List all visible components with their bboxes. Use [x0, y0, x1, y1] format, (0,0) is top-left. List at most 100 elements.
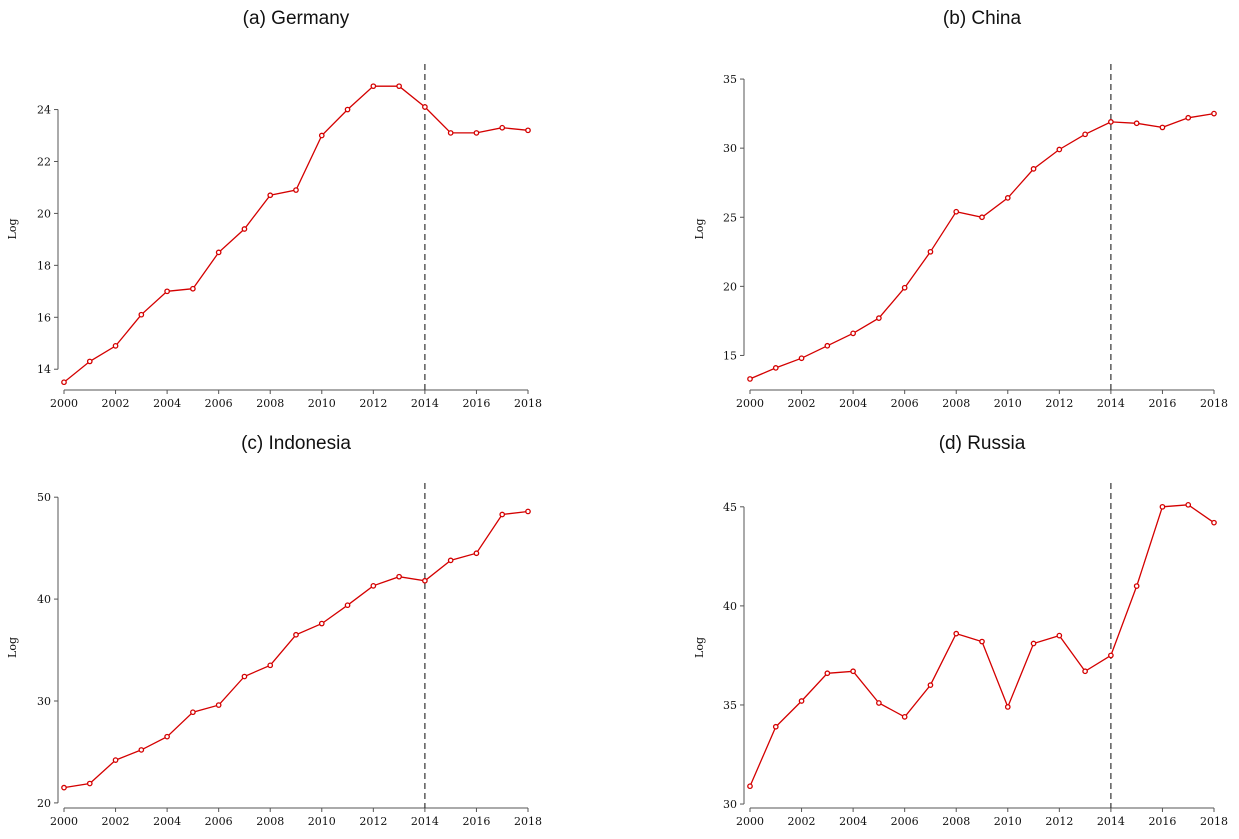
x-tick-label-indonesia: 2000 — [50, 815, 78, 828]
x-tick-label-indonesia: 2012 — [359, 815, 387, 828]
x-tick-label-china: 2004 — [839, 397, 867, 410]
x-tick-label-indonesia: 2014 — [411, 815, 439, 828]
data-point-russia-2007 — [927, 682, 934, 688]
data-point-china-2008 — [953, 208, 960, 215]
data-point-russia-2012 — [1056, 632, 1063, 639]
y-tick-label-germany: 24 — [37, 104, 51, 117]
y-tick-label-russia: 45 — [723, 501, 737, 514]
x-tick-label-russia: 2006 — [891, 815, 919, 828]
data-point-germany-2009 — [293, 187, 299, 193]
x-tick-label-germany: 2012 — [359, 397, 387, 410]
y-tick-label-china: 25 — [723, 211, 737, 224]
y-tick-label-russia: 40 — [723, 600, 737, 613]
data-point-indonesia-2004 — [164, 733, 170, 740]
y-tick-label-china: 15 — [723, 349, 737, 362]
data-point-germany-2003 — [138, 311, 145, 318]
x-tick-label-china: 2006 — [891, 397, 919, 410]
y-tick-label-indonesia: 30 — [37, 695, 51, 708]
data-point-china-2005 — [876, 315, 882, 321]
data-point-indonesia-2003 — [138, 747, 145, 753]
data-point-indonesia-2011 — [344, 602, 351, 609]
x-tick-label-russia: 2004 — [839, 815, 867, 828]
data-point-russia-2006 — [901, 714, 908, 720]
data-point-indonesia-2008 — [267, 662, 274, 669]
y-tick-label-indonesia: 40 — [37, 593, 51, 606]
data-point-china-2017 — [1185, 114, 1192, 121]
x-tick-label-indonesia: 2004 — [153, 815, 181, 828]
chart-title-china: (b) China — [942, 8, 1022, 29]
data-point-germany-2017 — [499, 124, 506, 131]
data-point-germany-2018 — [525, 127, 531, 134]
data-point-germany-2007 — [241, 226, 248, 232]
x-tick-label-russia: 2002 — [788, 815, 816, 828]
x-tick-label-germany: 2002 — [102, 397, 130, 410]
chart-title-indonesia: (c) Indonesia — [241, 433, 351, 454]
y-tick-label-russia: 30 — [723, 798, 737, 811]
y-tick-label-indonesia: 50 — [37, 491, 51, 504]
data-point-russia-2001 — [772, 723, 779, 730]
data-point-russia-2015 — [1133, 583, 1140, 589]
data-point-germany-2002 — [112, 343, 119, 349]
data-point-germany-2008 — [267, 192, 274, 199]
series-line-germany — [63, 85, 529, 383]
data-point-china-2015 — [1133, 120, 1140, 127]
data-point-germany-2010 — [318, 132, 325, 139]
data-point-indonesia-2000 — [61, 784, 67, 791]
data-point-germany-2004 — [164, 288, 170, 295]
data-point-indonesia-2006 — [215, 702, 222, 708]
x-tick-label-russia: 2018 — [1200, 815, 1228, 828]
chart-germany: 2000 2002 2004 2006 2008 2010 2012 2014 2016 2018… — [6, 64, 542, 410]
y-axis-label-china: Log — [693, 219, 706, 240]
data-point-indonesia-2002 — [112, 757, 119, 763]
x-tick-label-indonesia: 2010 — [308, 815, 336, 828]
chart-indonesia: 2000 2002 2004 2006 2008 2010 2012 2014 2016 2018… — [6, 483, 542, 828]
x-tick-label-russia: 2008 — [942, 815, 970, 828]
data-point-russia-2003 — [824, 670, 831, 677]
x-tick-label-china: 2012 — [1045, 397, 1073, 410]
data-point-indonesia-2012 — [370, 582, 377, 589]
data-point-germany-2014 — [422, 104, 428, 110]
data-point-indonesia-2014 — [422, 577, 428, 584]
x-tick-label-russia: 2010 — [994, 815, 1022, 828]
data-point-indonesia-2016 — [473, 550, 480, 557]
data-point-china-2004 — [850, 330, 856, 337]
data-point-china-2014 — [1108, 119, 1114, 125]
data-point-china-2006 — [901, 284, 908, 291]
x-tick-label-china: 2014 — [1097, 397, 1125, 410]
data-point-china-2013 — [1082, 131, 1088, 138]
data-point-germany-2006 — [215, 249, 222, 256]
data-point-china-2001 — [772, 365, 779, 371]
y-tick-label-china: 20 — [723, 280, 737, 293]
data-point-russia-2000 — [747, 783, 753, 790]
data-point-china-2009 — [979, 214, 985, 221]
series-line-russia — [749, 504, 1215, 787]
data-point-russia-2016 — [1159, 503, 1166, 510]
y-tick-label-china: 35 — [723, 73, 737, 86]
x-tick-label-russia: 2014 — [1097, 815, 1125, 828]
series-line-indonesia — [63, 510, 529, 789]
data-point-russia-2010 — [1004, 704, 1011, 710]
data-point-china-2007 — [927, 248, 934, 255]
x-tick-label-germany: 2014 — [411, 397, 439, 410]
data-point-russia-2018 — [1211, 519, 1217, 526]
data-point-indonesia-2018 — [525, 508, 531, 515]
data-point-indonesia-2017 — [499, 511, 506, 518]
data-point-indonesia-2015 — [447, 557, 454, 564]
data-point-germany-2001 — [86, 358, 93, 365]
data-point-germany-2016 — [473, 130, 480, 136]
data-point-russia-2009 — [979, 638, 985, 645]
x-tick-label-russia: 2016 — [1148, 815, 1176, 828]
y-tick-label-germany: 14 — [37, 363, 51, 376]
x-tick-label-indonesia: 2018 — [514, 815, 542, 828]
data-point-germany-2000 — [61, 379, 67, 386]
x-tick-label-germany: 2000 — [50, 397, 78, 410]
series-line-china — [749, 112, 1215, 380]
y-axis-label-germany: Log — [6, 219, 19, 240]
y-tick-label-germany: 16 — [37, 311, 51, 324]
x-tick-label-indonesia: 2008 — [256, 815, 284, 828]
x-tick-label-germany: 2006 — [205, 397, 233, 410]
data-point-russia-2002 — [798, 698, 805, 704]
data-point-indonesia-2009 — [293, 631, 299, 638]
x-tick-label-china: 2008 — [942, 397, 970, 410]
